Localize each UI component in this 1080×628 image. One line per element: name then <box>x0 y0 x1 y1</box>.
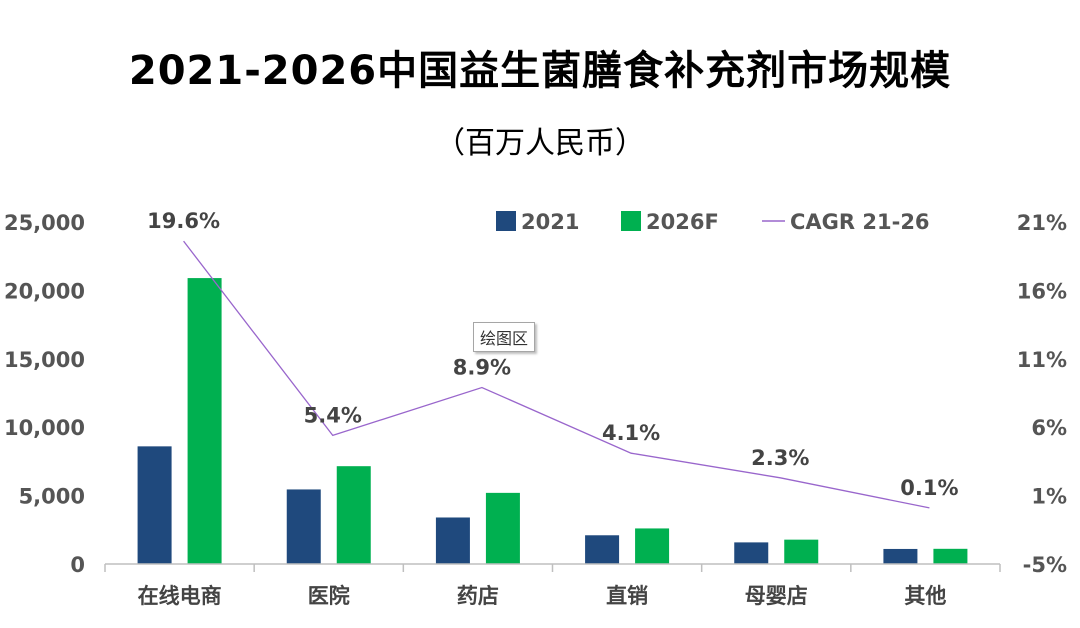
left-tick-label: 10,000 <box>4 416 85 440</box>
bar-2026f <box>485 492 520 564</box>
bar-2021 <box>585 535 620 564</box>
right-tick-label: 16% <box>1017 279 1067 303</box>
category-label: 医院 <box>308 584 350 608</box>
chart-title: 2021-2026中国益生菌膳食补充剂市场规模 <box>128 48 952 94</box>
bar-2021 <box>435 517 470 564</box>
cagr-data-label: 8.9% <box>453 356 511 380</box>
right-tick-label: 11% <box>1017 348 1067 372</box>
left-tick-label: 20,000 <box>4 279 85 303</box>
category-label: 其他 <box>904 584 946 608</box>
legend-label-2021: 2021 <box>521 210 579 234</box>
right-tick-label: 21% <box>1017 211 1067 235</box>
bar-2021 <box>286 489 321 564</box>
legend-label-2026f: 2026F <box>646 210 719 234</box>
right-axis-ticks: -5% 1% 6% 11% 16% 21% <box>1017 211 1067 577</box>
category-label: 直销 <box>606 584 648 608</box>
right-tick-label: -5% <box>1023 553 1067 577</box>
bar-2021 <box>883 548 918 564</box>
plot-area-tooltip: 绘图区 <box>473 322 536 352</box>
legend: 2021 2026F CAGR 21-26 <box>496 210 930 234</box>
bar-2026f <box>784 539 819 564</box>
left-tick-label: 5,000 <box>19 485 85 509</box>
category-label: 药店 <box>457 584 499 608</box>
cagr-data-labels: 19.6% 5.4% 8.9% 4.1% 2.3% 0.1% <box>147 209 958 500</box>
bar-2026f <box>933 548 968 564</box>
bar-2026f <box>336 466 371 564</box>
right-tick-label: 6% <box>1031 416 1067 440</box>
bar-2026f <box>635 528 670 564</box>
bar-2021 <box>734 542 769 564</box>
cagr-data-label: 0.1% <box>900 476 958 500</box>
left-tick-label: 25,000 <box>4 211 85 235</box>
cagr-line <box>183 240 930 509</box>
bar-series <box>137 278 968 564</box>
legend-swatch-2021 <box>496 211 516 231</box>
right-tick-label: 1% <box>1031 485 1067 509</box>
legend-swatch-2026f <box>621 211 641 231</box>
bar-2021 <box>137 446 172 564</box>
left-tick-label: 0 <box>70 553 85 577</box>
category-labels: 在线电商 医院 药店 直销 母婴店 其他 <box>104 564 1001 608</box>
legend-label-cagr: CAGR 21-26 <box>790 210 930 234</box>
left-tick-label: 15,000 <box>4 348 85 372</box>
chart-subtitle: （百万人民币） <box>435 126 645 161</box>
category-label: 在线电商 <box>138 584 222 608</box>
bar-2026f <box>187 278 222 564</box>
cagr-data-label: 19.6% <box>147 209 220 233</box>
category-label: 母婴店 <box>745 584 808 608</box>
cagr-data-label: 5.4% <box>304 403 362 427</box>
cagr-data-label: 2.3% <box>751 446 809 470</box>
left-axis-ticks: 0 5,000 10,000 15,000 20,000 25,000 <box>4 211 85 577</box>
cagr-data-label: 4.1% <box>602 421 660 445</box>
